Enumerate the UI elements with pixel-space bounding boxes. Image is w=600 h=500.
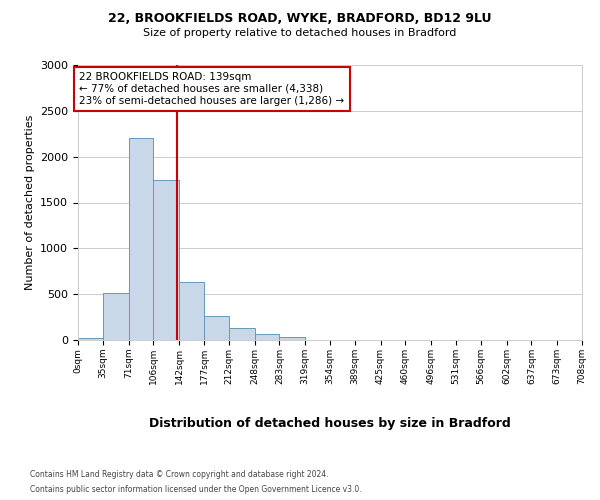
Bar — [103, 293, 128, 340]
Text: Contains public sector information licensed under the Open Government Licence v3: Contains public sector information licen… — [30, 485, 362, 494]
Text: Distribution of detached houses by size in Bradford: Distribution of detached houses by size … — [149, 418, 511, 430]
Bar — [128, 138, 154, 340]
Text: 22 BROOKFIELDS ROAD: 139sqm
← 77% of detached houses are smaller (4,338)
23% of : 22 BROOKFIELDS ROAD: 139sqm ← 77% of det… — [79, 72, 344, 106]
Bar — [204, 316, 229, 340]
Text: Size of property relative to detached houses in Bradford: Size of property relative to detached ho… — [143, 28, 457, 38]
Bar — [179, 282, 204, 340]
Bar — [254, 334, 280, 340]
Bar — [78, 338, 103, 340]
Text: 22, BROOKFIELDS ROAD, WYKE, BRADFORD, BD12 9LU: 22, BROOKFIELDS ROAD, WYKE, BRADFORD, BD… — [108, 12, 492, 26]
Bar — [154, 180, 179, 340]
Text: Contains HM Land Registry data © Crown copyright and database right 2024.: Contains HM Land Registry data © Crown c… — [30, 470, 329, 479]
Bar — [280, 338, 305, 340]
Bar — [229, 328, 254, 340]
Y-axis label: Number of detached properties: Number of detached properties — [25, 115, 35, 290]
